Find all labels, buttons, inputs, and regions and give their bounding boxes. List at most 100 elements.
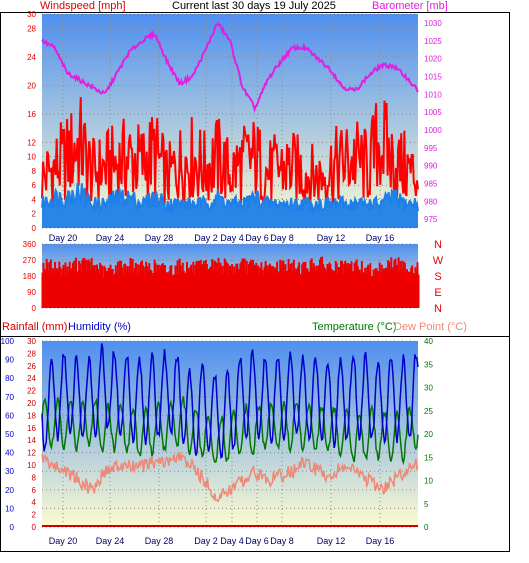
direction-bar xyxy=(208,269,210,308)
direction-bar xyxy=(128,266,131,308)
direction-bar xyxy=(345,263,348,308)
direction-bar xyxy=(156,265,159,308)
direction-bar xyxy=(267,265,270,308)
humidity-y-tick: 70 xyxy=(5,393,14,402)
direction-bar xyxy=(378,262,381,308)
direction-bar xyxy=(287,259,290,308)
direction-bar xyxy=(142,265,144,308)
direction-bar xyxy=(84,259,87,308)
temperature-y-tick: 15 xyxy=(424,453,433,462)
direction-bar xyxy=(296,268,298,308)
baro-y-tick: 1005 xyxy=(424,108,442,117)
direction-bar xyxy=(269,265,272,308)
direction-bar xyxy=(307,271,310,308)
compass-label: S xyxy=(434,271,441,283)
direction-bar xyxy=(188,270,191,308)
direction-bar xyxy=(114,265,117,308)
chart-title: Current last 30 days 19 July 2025 xyxy=(172,0,336,12)
direction-bar xyxy=(289,264,292,308)
direction-bar xyxy=(241,258,244,308)
direction-y-tick: 180 xyxy=(23,272,37,281)
direction-bar xyxy=(341,261,343,308)
direction-bar xyxy=(261,270,264,308)
direction-bar xyxy=(281,261,284,308)
temperature-y-tick: 30 xyxy=(424,384,433,393)
x-tick-label: Day 28 xyxy=(145,536,174,546)
direction-bar xyxy=(64,262,67,308)
wind-y-tick: 0 xyxy=(32,224,37,233)
direction-bar xyxy=(144,266,147,308)
direction-bar xyxy=(329,264,332,308)
direction-bar xyxy=(301,264,304,308)
temperature-y-tick: 5 xyxy=(424,500,429,509)
direction-bar xyxy=(387,260,390,308)
direction-bar xyxy=(293,268,296,308)
direction-bar xyxy=(97,269,99,308)
direction-bar xyxy=(106,272,109,308)
direction-bar xyxy=(218,266,221,308)
baro-y-tick: 1000 xyxy=(424,126,442,135)
direction-bar xyxy=(146,266,149,308)
direction-bar xyxy=(311,268,314,308)
temperature-y-tick: 20 xyxy=(424,430,433,439)
baro-y-tick: 995 xyxy=(424,144,438,153)
barometer-series-line xyxy=(41,21,419,113)
direction-bar xyxy=(239,263,242,308)
direction-bar xyxy=(276,261,279,308)
compass-label: N xyxy=(434,303,442,315)
lower-frame xyxy=(0,336,510,552)
rain-y-tick: 18 xyxy=(27,411,36,420)
wind-y-tick: 2 xyxy=(32,210,37,219)
direction-bar xyxy=(230,270,232,308)
baro-y-tick: 1015 xyxy=(424,72,442,81)
wind-y-tick: 20 xyxy=(27,81,36,90)
temperature-y-tick: 10 xyxy=(424,477,433,486)
direction-bar xyxy=(94,271,97,308)
direction-bar xyxy=(313,266,316,308)
direction-bar xyxy=(124,263,127,308)
direction-bar xyxy=(389,268,392,308)
direction-bar xyxy=(90,258,93,308)
direction-bar xyxy=(134,262,137,308)
temperature-y-tick: 40 xyxy=(424,337,433,346)
direction-bar xyxy=(57,271,60,308)
humidity-y-tick: 50 xyxy=(5,430,14,439)
baro-y-tick: 975 xyxy=(424,215,438,224)
dewpoint-axis-title: Dew Point (°C) xyxy=(394,321,467,333)
direction-bar xyxy=(201,264,204,308)
direction-bar xyxy=(358,269,361,308)
rain-y-tick: 10 xyxy=(27,461,36,470)
direction-bar xyxy=(371,277,374,308)
direction-bar xyxy=(335,263,338,308)
direction-bar xyxy=(164,265,166,308)
x-tick-label: Day 20 xyxy=(49,536,78,546)
wind-y-tick: 16 xyxy=(27,110,36,119)
direction-bar xyxy=(172,274,175,308)
direction-bar xyxy=(263,266,266,308)
direction-bar xyxy=(369,263,372,308)
direction-bar xyxy=(168,271,171,308)
direction-bar xyxy=(225,262,228,308)
direction-bar xyxy=(82,258,85,308)
rain-y-tick: 14 xyxy=(27,436,36,445)
direction-bar xyxy=(50,273,53,308)
x-tick-label: Day 8 xyxy=(270,233,294,243)
wind-y-tick: 28 xyxy=(27,24,36,33)
humidity-y-tick: 60 xyxy=(5,411,14,420)
direction-bar xyxy=(285,271,288,308)
direction-y-tick: 90 xyxy=(27,288,36,297)
direction-bar xyxy=(86,259,89,308)
direction-bar xyxy=(181,262,184,308)
direction-bar xyxy=(355,259,358,308)
direction-bar xyxy=(205,264,208,308)
x-tick-label: Day 4 xyxy=(220,233,244,243)
direction-bar xyxy=(88,261,91,308)
direction-bar xyxy=(325,272,328,308)
direction-bar xyxy=(66,266,69,308)
rain-y-tick: 20 xyxy=(27,399,36,408)
direction-bar xyxy=(152,273,155,308)
direction-bar xyxy=(223,258,226,308)
x-tick-label: Day 24 xyxy=(96,233,125,243)
direction-bar xyxy=(221,265,224,308)
